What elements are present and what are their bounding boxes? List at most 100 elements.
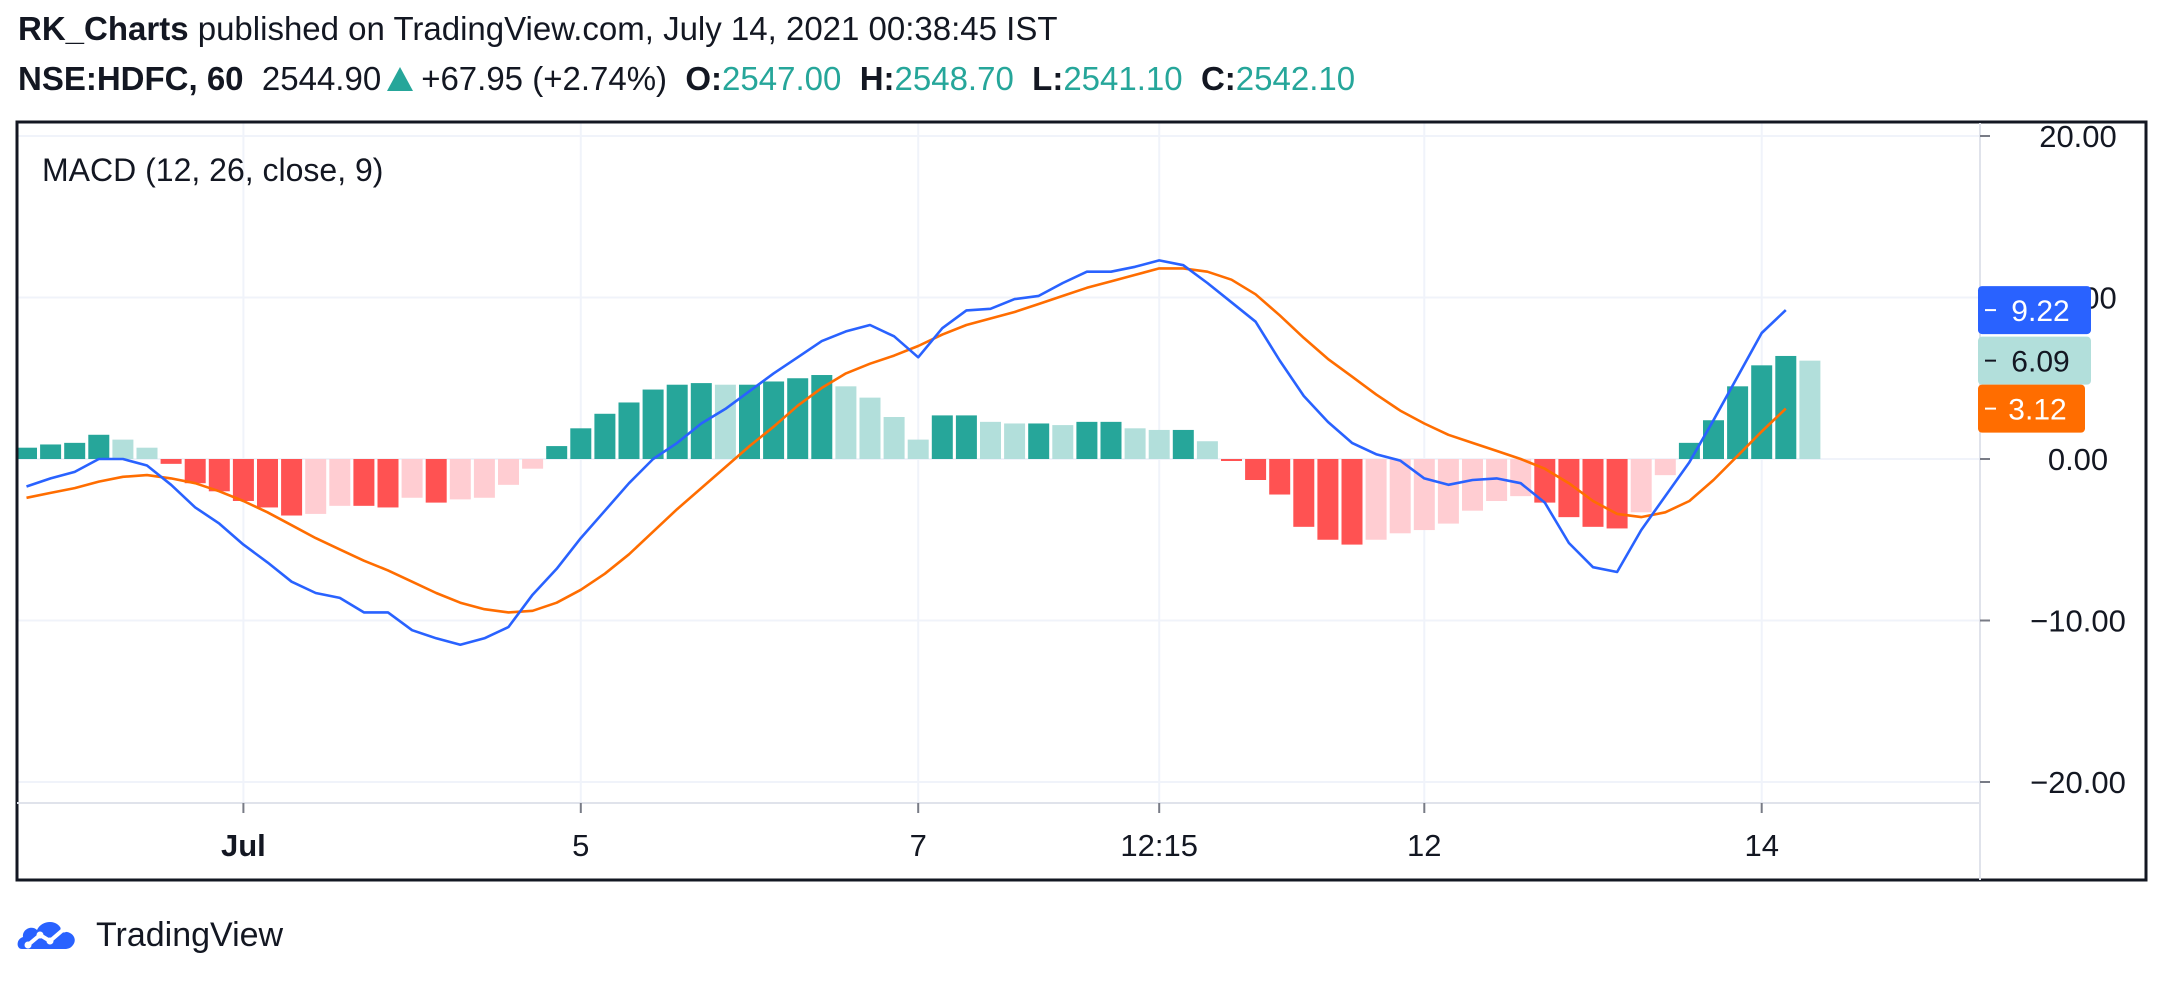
histogram-bar [1004,423,1026,459]
histogram-bar [1341,459,1363,545]
histogram-bar [1196,441,1218,459]
histogram-bar [136,447,158,459]
histogram-bar [835,386,857,459]
x-tick-label: 12:15 [1120,828,1198,863]
histogram-bar [1534,459,1556,503]
histogram-bar [594,413,616,459]
histogram-bar [449,459,471,500]
close-value: 2542.10 [1235,60,1356,97]
histogram-bar [1413,459,1435,531]
x-tick-label: 5 [572,828,589,863]
histogram-bar [1486,459,1508,501]
time-axis[interactable]: Jul 5 7 12:15 12 14 [221,803,1779,863]
histogram-bar [1124,428,1146,459]
x-tick-label: Jul [221,828,266,863]
x-tick-label: 12 [1407,828,1441,863]
histogram-bar [1775,355,1797,459]
histogram-bar [955,415,977,459]
open-value: 2547.00 [722,60,842,97]
histogram-bar [714,384,736,459]
histogram-bar [498,459,519,485]
histogram-bar [1245,459,1267,480]
histogram-bar [112,439,134,459]
histogram-bar [859,397,881,459]
histogram-bar [1727,386,1749,459]
price-axis[interactable]: 20.0010.000.00−10.00−20.00 [1980,119,2126,800]
footer: TradingView [16,915,283,955]
y-tick-label: −10.00 [2030,604,2126,639]
histogram-bar [88,434,110,459]
histogram-bar [1751,365,1773,459]
histogram-bar [40,444,62,459]
histogram-bar [1606,459,1628,529]
histogram-bar [1028,423,1050,459]
histogram-bar [1654,459,1676,476]
x-tick-label: 7 [910,828,927,863]
histogram-bar [473,459,495,498]
histogram-bar [618,402,640,459]
histogram-value-label: 6.09 [2011,346,2069,379]
histogram-bar [1148,429,1170,459]
signal-value-label: 3.12 [2008,394,2066,427]
histogram-bar [281,459,303,516]
histogram-bar [1293,459,1315,527]
outer-frame [15,120,2148,882]
histogram-bar [787,378,809,459]
histogram-bar [160,459,182,464]
high-label: H: [859,60,895,97]
histogram-bar [377,459,399,508]
macd-chart[interactable]: 20.0010.000.00−10.00−20.00 Jul5712:15121… [0,0,2165,900]
symbol-name[interactable]: NSE:HDFC, 60 [18,60,244,97]
histogram-bar [980,421,1001,459]
histogram-bar [811,375,833,459]
histogram-bar [1462,459,1483,511]
histogram-bar [883,417,905,459]
histogram-bar [257,459,278,508]
last-price: 2544.90 [261,60,382,97]
histogram-bar [16,447,37,459]
last-value-badges: 9.22 6.09 3.12 [1978,286,2091,433]
histogram-bar [666,384,688,459]
histogram-series [16,355,1821,545]
y-tick-label: 0.00 [2048,442,2108,477]
up-triangle-icon [387,67,414,91]
histogram-bar [931,415,953,459]
histogram-bar [1365,459,1387,540]
histogram-bar [232,459,254,501]
histogram-bar [1437,459,1459,524]
publish-text: published on TradingView.com, July 14, 2… [197,10,1058,47]
y-tick-label: −20.00 [2030,765,2126,800]
macd-value-label: 9.22 [2011,295,2069,328]
histogram-bar [1317,459,1339,540]
histogram-bar [1269,459,1291,495]
histogram-bar [570,428,592,459]
histogram-bar [1389,459,1411,534]
author-name[interactable]: RK_Charts [18,10,189,47]
signal-line [26,267,1787,614]
footer-brand[interactable]: TradingView [96,915,284,954]
low-value: 2541.10 [1063,60,1183,97]
price-change: +67.95 (+2.74%) [421,60,668,97]
macd-value-badge [1978,286,2091,335]
histogram-bar [184,459,206,484]
histogram-bar [1703,420,1724,459]
histogram-bar [1799,360,1821,459]
y-tick-label: 20.00 [2039,119,2117,154]
publish-info: RK_Charts published on TradingView.com, … [18,10,1058,48]
histogram-bar [1076,421,1098,459]
histogram-bar [1172,429,1194,459]
macd-series [26,259,1787,647]
histogram-bar [907,439,929,459]
histogram-bar [401,459,423,498]
signal-series [26,267,1787,614]
histogram-bar [763,381,785,459]
histogram-bar [1630,459,1652,513]
histogram-bar [425,459,447,503]
histogram-bar [1100,421,1122,459]
open-label: O: [685,60,723,97]
close-label: C: [1200,60,1236,97]
high-value: 2548.70 [894,60,1014,97]
signal-value-badge [1978,384,2085,433]
tradingview-logo-icon[interactable] [16,915,86,955]
indicator-title[interactable]: MACD (12, 26, close, 9) [42,152,383,188]
